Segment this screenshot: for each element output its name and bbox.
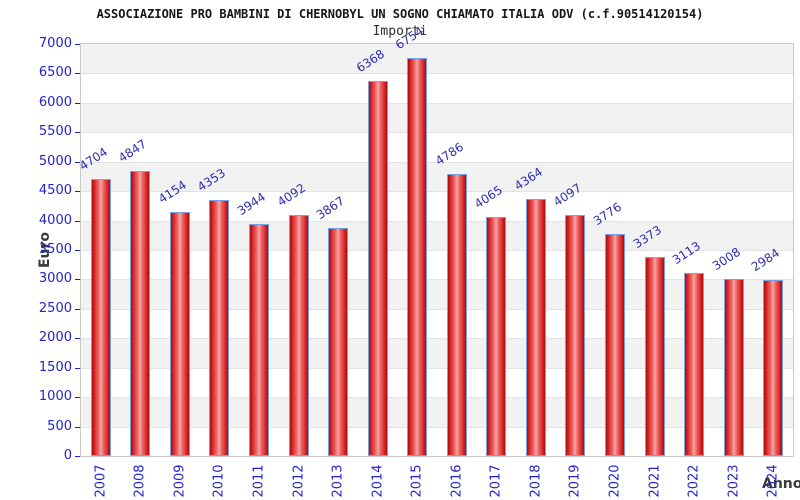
x-tick-label: 2011 — [251, 464, 267, 498]
x-tick-label: 2018 — [528, 464, 544, 498]
bar — [209, 199, 230, 456]
bar — [486, 216, 507, 456]
y-tick-mark — [75, 427, 80, 428]
grid-band — [81, 367, 793, 398]
y-tick-mark — [75, 309, 80, 310]
x-tick-label: 2024 — [765, 464, 781, 498]
y-tick-label: 6500 — [38, 65, 72, 81]
bar — [249, 223, 269, 456]
grid-band — [81, 426, 793, 456]
y-tick-mark — [75, 397, 80, 398]
bar — [169, 211, 190, 456]
bar — [130, 170, 151, 456]
x-tick-label: 2009 — [172, 464, 188, 498]
bar — [407, 58, 428, 456]
x-tick-label: 2015 — [409, 464, 425, 498]
x-tick-label: 2020 — [607, 464, 623, 498]
y-tick-label: 5500 — [38, 124, 72, 140]
x-tick-label: 2021 — [647, 464, 663, 498]
x-tick-label: 2019 — [567, 464, 583, 498]
bar — [763, 280, 784, 456]
bar — [328, 228, 349, 456]
bar — [525, 199, 546, 456]
x-tick-label: 2023 — [726, 464, 742, 498]
y-tick-mark — [75, 44, 80, 45]
grid-band — [81, 161, 793, 192]
y-tick-label: 1500 — [38, 359, 72, 375]
x-tick-label: 2022 — [686, 464, 702, 498]
y-tick-label: 3000 — [38, 271, 72, 287]
plot-area: 4704 4847 4154 4353 3944 4092 3867 6368 6754 4786… — [77, 24, 794, 457]
bar — [605, 233, 625, 456]
x-tick-label: 2013 — [330, 464, 346, 498]
y-tick-mark — [75, 162, 80, 163]
grid-band — [81, 397, 793, 427]
y-tick-label: 5000 — [38, 153, 72, 169]
y-tick-mark — [75, 221, 80, 222]
y-tick-label: 500 — [47, 418, 72, 434]
grid-band — [81, 308, 793, 339]
grid-band — [81, 338, 793, 368]
y-tick-mark — [75, 250, 80, 251]
y-tick-mark — [75, 103, 80, 104]
chart-subtitle: Importi — [372, 24, 428, 39]
grid-band — [81, 191, 793, 221]
x-tick-label: 2012 — [291, 464, 307, 498]
x-tick-label: 2007 — [93, 464, 109, 498]
grid-band — [81, 132, 793, 162]
y-tick-label: 1000 — [38, 389, 72, 405]
bar — [684, 272, 705, 456]
y-tick-mark — [75, 132, 80, 133]
y-tick-mark — [75, 338, 80, 339]
bar — [723, 278, 744, 456]
bar — [644, 257, 665, 456]
y-tick-label: 6000 — [38, 94, 72, 110]
y-tick-label: 3500 — [38, 242, 72, 257]
y-tick-mark — [75, 279, 80, 280]
grid-band — [81, 73, 793, 103]
y-tick-label: 0 — [63, 448, 72, 463]
x-axis-title: Anno — [762, 476, 800, 492]
x-tick-label: 2014 — [370, 464, 386, 498]
y-tick-label: 4500 — [38, 183, 72, 199]
bar — [90, 179, 111, 456]
bar — [288, 215, 309, 456]
x-tick-label: 2008 — [132, 464, 148, 498]
grid-band — [81, 44, 793, 74]
y-tick-mark — [75, 73, 80, 74]
y-tick-label: 2000 — [38, 330, 72, 346]
x-tick-label: 2010 — [211, 464, 227, 498]
grid-band — [81, 250, 793, 280]
y-tick-mark — [75, 368, 80, 369]
bar — [367, 81, 388, 456]
x-tick-label: 2017 — [488, 464, 504, 498]
grid-band — [81, 279, 793, 309]
x-tick-label: 2016 — [449, 464, 465, 498]
bar — [446, 174, 467, 456]
grid-band — [81, 102, 793, 133]
y-tick-label: 4000 — [38, 212, 72, 228]
y-tick-mark — [75, 456, 80, 457]
y-tick-mark — [75, 191, 80, 192]
chart-title: ASSOCIAZIONE PRO BAMBINI DI CHERNOBYL UN… — [96, 7, 704, 21]
grid-band — [81, 220, 793, 250]
y-tick-label: 7000 — [38, 36, 72, 51]
y-tick-label: 2500 — [38, 300, 72, 316]
bar — [565, 214, 586, 456]
